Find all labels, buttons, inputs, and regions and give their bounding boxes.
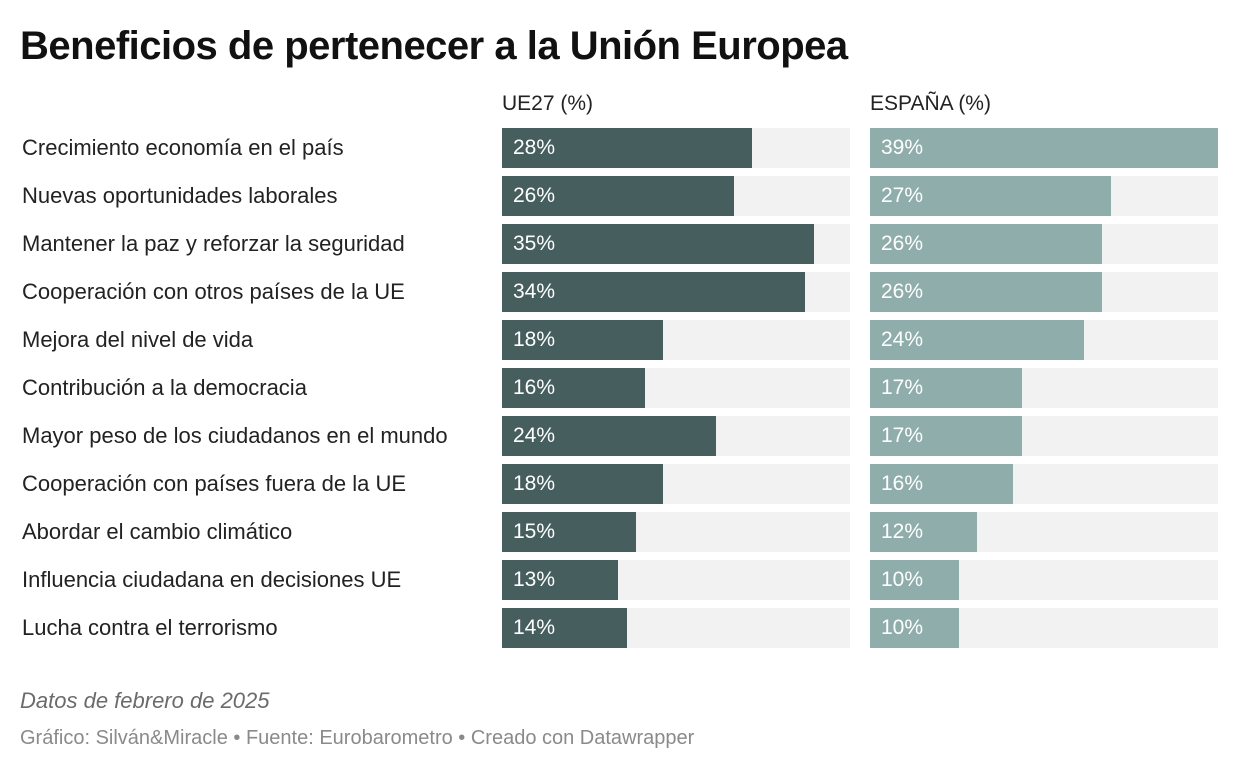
value-label-es: 17% bbox=[881, 424, 924, 447]
bar-track-ue: 16% bbox=[502, 368, 850, 408]
bar-es bbox=[870, 320, 1084, 360]
bar-track-es: 27% bbox=[870, 176, 1218, 216]
category-label: Lucha contra el terrorismo bbox=[22, 615, 278, 640]
value-label-es: 17% bbox=[881, 376, 924, 399]
value-label-es: 27% bbox=[881, 184, 924, 207]
chart-row: Cooperación con otros países de la UE 34%… bbox=[0, 272, 1240, 312]
value-label-ue: 16% bbox=[513, 376, 556, 399]
value-label-es: 26% bbox=[881, 232, 924, 255]
bar-ue bbox=[502, 272, 805, 312]
chart-row: Cooperación con países fuera de la UE 18%… bbox=[0, 464, 1240, 504]
category-label: Nuevas oportunidades laborales bbox=[22, 183, 338, 208]
chart-row: Crecimiento economía en el país 28% 39% bbox=[0, 128, 1240, 168]
category-label: Mayor peso de los ciudadanos en el mundo bbox=[22, 423, 448, 448]
bar-es bbox=[870, 272, 1102, 312]
value-label-ue: 35% bbox=[513, 232, 556, 255]
value-label-es: 26% bbox=[881, 280, 924, 303]
value-label-es: 10% bbox=[881, 616, 924, 639]
value-label-ue: 15% bbox=[513, 520, 556, 543]
bar-track-es: 16% bbox=[870, 464, 1218, 504]
bar-es bbox=[870, 560, 959, 600]
value-label-ue: 24% bbox=[513, 424, 556, 447]
chart-credits: Gráfico: Silván&Miracle • Fuente: Euroba… bbox=[20, 727, 695, 749]
value-label-es: 24% bbox=[881, 328, 924, 351]
bar-track-es: 24% bbox=[870, 320, 1218, 360]
bar-track-es: 26% bbox=[870, 224, 1218, 264]
category-label: Cooperación con otros países de la UE bbox=[22, 279, 405, 304]
bar-es bbox=[870, 224, 1102, 264]
bar-es bbox=[870, 512, 977, 552]
value-label-ue: 34% bbox=[513, 280, 556, 303]
bar-track-es: 10% bbox=[870, 560, 1218, 600]
value-label-ue: 18% bbox=[513, 472, 556, 495]
category-label: Cooperación con países fuera de la UE bbox=[22, 471, 407, 496]
bar-es bbox=[870, 176, 1111, 216]
chart-title: Beneficios de pertenecer a la Unión Euro… bbox=[20, 24, 848, 68]
bar-ue bbox=[502, 176, 734, 216]
value-label-ue: 13% bbox=[513, 568, 556, 591]
bar-track-ue: 15% bbox=[502, 512, 850, 552]
chart-row: Lucha contra el terrorismo 14% 10% bbox=[0, 608, 1240, 648]
bar-ue bbox=[502, 368, 645, 408]
bar-ue bbox=[502, 512, 636, 552]
column-header-espana: ESPAÑA (%) bbox=[870, 92, 991, 115]
value-label-ue: 14% bbox=[513, 616, 556, 639]
chart-row: Contribución a la democracia 16% 17% bbox=[0, 368, 1240, 408]
bar-es bbox=[870, 368, 1022, 408]
bar-track-ue: 26% bbox=[502, 176, 850, 216]
bar-es bbox=[870, 416, 1022, 456]
bar-ue bbox=[502, 464, 663, 504]
column-header-ue27: UE27 (%) bbox=[502, 92, 594, 115]
bar-es bbox=[870, 608, 959, 648]
chart-row: Abordar el cambio climático 15% 12% bbox=[0, 512, 1240, 552]
value-label-ue: 28% bbox=[513, 136, 556, 159]
category-label: Crecimiento economía en el país bbox=[22, 135, 344, 160]
bar-track-es: 17% bbox=[870, 416, 1218, 456]
bar-track-es: 39% bbox=[870, 128, 1218, 168]
bar-track-ue: 18% bbox=[502, 320, 850, 360]
category-label: Abordar el cambio climático bbox=[22, 519, 293, 544]
category-label: Mejora del nivel de vida bbox=[22, 327, 254, 352]
category-label: Influencia ciudadana en decisiones UE bbox=[22, 567, 402, 592]
category-label: Mantener la paz y reforzar la seguridad bbox=[22, 231, 405, 256]
bar-ue bbox=[502, 560, 618, 600]
bar-ue bbox=[502, 608, 627, 648]
bar-track-es: 17% bbox=[870, 368, 1218, 408]
bar-es bbox=[870, 128, 1218, 168]
bar-ue bbox=[502, 320, 663, 360]
value-label-es: 39% bbox=[881, 136, 924, 159]
chart-row: Mayor peso de los ciudadanos en el mundo… bbox=[0, 416, 1240, 456]
bar-es bbox=[870, 464, 1013, 504]
data-date-note: Datos de febrero de 2025 bbox=[20, 688, 270, 713]
category-label: Contribución a la democracia bbox=[22, 375, 307, 400]
bar-track-ue: 18% bbox=[502, 464, 850, 504]
chart-row: Mejora del nivel de vida 18% 24% bbox=[0, 320, 1240, 360]
bar-ue bbox=[502, 128, 752, 168]
value-label-ue: 18% bbox=[513, 328, 556, 351]
chart-row: Mantener la paz y reforzar la seguridad 3… bbox=[0, 224, 1240, 264]
bar-track-ue: 28% bbox=[502, 128, 850, 168]
chart-row: Nuevas oportunidades laborales 26% 27% bbox=[0, 176, 1240, 216]
bar-track-es: 26% bbox=[870, 272, 1218, 312]
value-label-es: 12% bbox=[881, 520, 924, 543]
bar-ue bbox=[502, 416, 716, 456]
bar-track-ue: 24% bbox=[502, 416, 850, 456]
chart-row: Influencia ciudadana en decisiones UE 13%… bbox=[0, 560, 1240, 600]
value-label-es: 16% bbox=[881, 472, 924, 495]
bar-track-ue: 13% bbox=[502, 560, 850, 600]
value-label-ue: 26% bbox=[513, 184, 556, 207]
bar-track-ue: 34% bbox=[502, 272, 850, 312]
value-label-es: 10% bbox=[881, 568, 924, 591]
bar-ue bbox=[502, 224, 814, 264]
bar-track-es: 12% bbox=[870, 512, 1218, 552]
bar-track-ue: 14% bbox=[502, 608, 850, 648]
bar-track-ue: 35% bbox=[502, 224, 850, 264]
bar-track-es: 10% bbox=[870, 608, 1218, 648]
